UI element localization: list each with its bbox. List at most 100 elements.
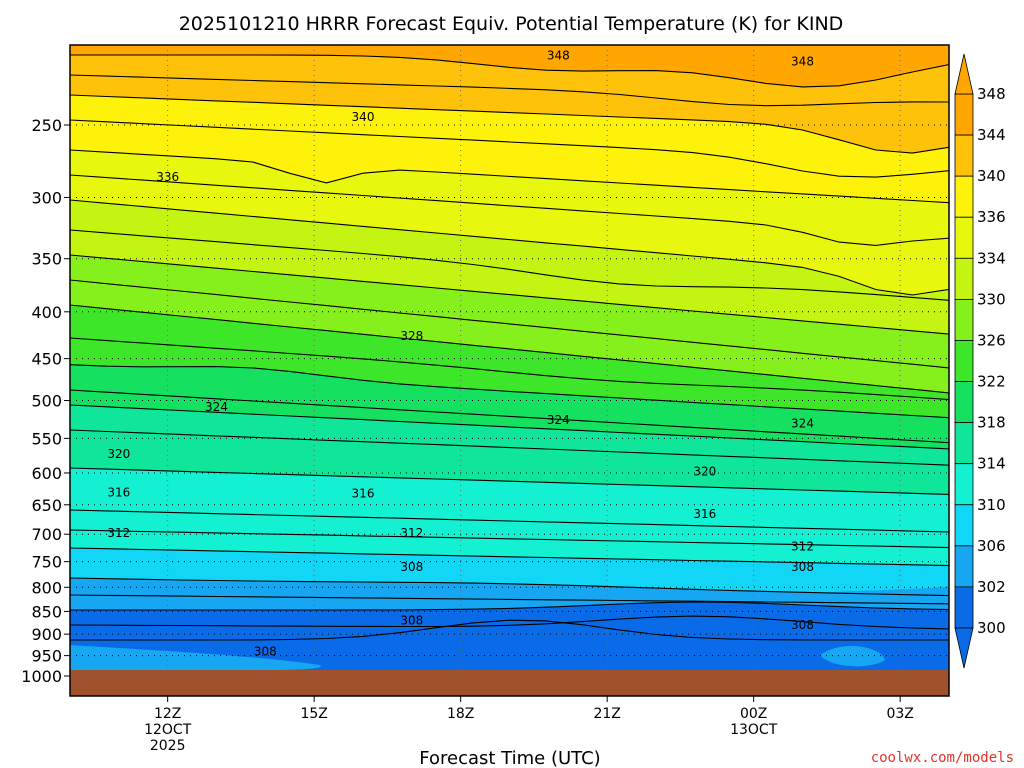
contour-label: 316 <box>352 487 375 501</box>
y-tick-label: 300 <box>31 188 62 207</box>
contour-line <box>70 615 949 630</box>
contour-label: 324 <box>791 417 814 431</box>
x-tick-sublabel: 2025 <box>150 738 186 754</box>
colorbar-cell <box>954 422 974 465</box>
contour-line <box>70 577 949 597</box>
contour-line <box>70 279 949 369</box>
y-tick-label: 550 <box>31 429 62 448</box>
colorbar-cell <box>954 175 974 218</box>
colorbar-tick-label: 348 <box>977 85 1006 103</box>
contour-label-text: 308 <box>254 644 277 658</box>
contour-label: 312 <box>791 540 814 554</box>
contour-line <box>70 529 949 549</box>
x-tick-label: 21Z <box>593 706 620 722</box>
contour-label-text: 308 <box>791 560 814 574</box>
chart-title: 2025101210 HRRR Forecast Equiv. Potentia… <box>179 13 844 35</box>
colorbar-cell <box>954 545 974 588</box>
ground-surface <box>70 670 949 696</box>
low-level-pocket <box>70 645 321 671</box>
y-tick-label: 900 <box>31 625 62 644</box>
colorbar-tick-label: 344 <box>977 126 1006 144</box>
contour-label: 348 <box>791 54 814 68</box>
contour-label-text: 336 <box>156 170 179 184</box>
y-tick-label: 500 <box>31 392 62 411</box>
colorbar-tick-label: 336 <box>977 208 1006 226</box>
x-tick-label: 12Z <box>154 706 181 722</box>
contour-line <box>70 619 949 641</box>
credit-text: coolwx.com/models <box>871 750 1014 766</box>
contour-line <box>70 254 949 335</box>
colorbar-cell <box>954 463 974 506</box>
contour-label-text: 312 <box>107 526 130 540</box>
y-tick-label: 750 <box>31 553 62 572</box>
contour-label-text: 316 <box>352 487 375 501</box>
colorbar-tick-label: 330 <box>977 290 1006 308</box>
y-tick-label: 950 <box>31 647 62 666</box>
contour-line <box>70 404 949 450</box>
contour-label: 320 <box>107 447 130 461</box>
colorbar-tick-label: 334 <box>977 249 1006 267</box>
colorbar: 348 344 340 336 334 330 326 322 318 314 310 306 302 3… <box>954 53 1006 669</box>
contour-line <box>70 601 949 611</box>
y-tick-label: 250 <box>31 116 62 135</box>
contour-line <box>70 174 949 246</box>
contour-label-text: 312 <box>791 540 814 554</box>
contour-label: 308 <box>254 644 277 658</box>
contour-line <box>70 54 949 88</box>
colorbar-cell <box>954 381 974 424</box>
colorbar-tick-label: 314 <box>977 455 1006 473</box>
colorbar-cell <box>954 93 974 136</box>
colorbar-tick-label: 302 <box>977 578 1006 596</box>
y-tick-label: 1000 <box>21 667 62 686</box>
contour-label: 340 <box>352 110 375 124</box>
contour-label-text: 328 <box>400 329 423 343</box>
y-tick-label: 400 <box>31 303 62 322</box>
contour-label-text: 324 <box>547 413 570 427</box>
colorbar-tick-label: 326 <box>977 331 1006 349</box>
contour-line <box>70 337 949 401</box>
contour-label-text: 340 <box>352 110 375 124</box>
x-tick-label: 15Z <box>300 706 327 722</box>
contour-label: 308 <box>791 618 814 632</box>
y-tick-label: 800 <box>31 578 62 597</box>
contour-label: 328 <box>400 329 423 343</box>
plot-frame <box>69 44 950 697</box>
low-level-pocket <box>820 645 885 667</box>
contour-label-text: 308 <box>400 560 423 574</box>
contour-line <box>70 509 949 533</box>
contour-label: 308 <box>791 560 814 574</box>
contour-label: 316 <box>693 507 716 521</box>
contour-line <box>70 229 949 301</box>
contour-label-text: 348 <box>547 49 570 63</box>
contour-line <box>70 94 949 154</box>
contour-line <box>70 389 949 444</box>
colorbar-cell <box>954 134 974 177</box>
contour-label: 308 <box>400 614 423 628</box>
contour-label: 336 <box>156 170 179 184</box>
contour-line <box>70 304 949 394</box>
contour-label: 348 <box>547 49 570 63</box>
colorbar-bottom-arrow <box>954 627 974 669</box>
colorbar-cell <box>954 586 974 629</box>
x-tick-label: 03Z <box>886 706 913 722</box>
y-tick-label: 350 <box>31 250 62 269</box>
colorbar-cell <box>954 257 974 300</box>
contour-lines <box>70 54 949 641</box>
colorbar-cell <box>954 340 974 382</box>
y-tick-label: 650 <box>31 496 62 515</box>
contour-line <box>70 467 949 495</box>
x-axis-label: Forecast Time (UTC) <box>419 748 600 768</box>
contour-label-text: 324 <box>205 400 228 414</box>
colorbar-top-arrow <box>954 53 974 95</box>
colorbar-cell <box>954 298 974 341</box>
colorbar-tick-label: 322 <box>977 373 1006 391</box>
contour-line <box>70 547 949 567</box>
colorbar-tick-label: 340 <box>977 167 1006 185</box>
colorbar-cell <box>954 504 974 547</box>
contour-label-text: 316 <box>107 485 130 499</box>
contour-label: 324 <box>205 400 228 414</box>
x-tick-sublabel: 12OCT <box>144 722 192 738</box>
contour-label-text: 312 <box>400 526 423 540</box>
theta-e-fill-bands <box>70 45 949 696</box>
